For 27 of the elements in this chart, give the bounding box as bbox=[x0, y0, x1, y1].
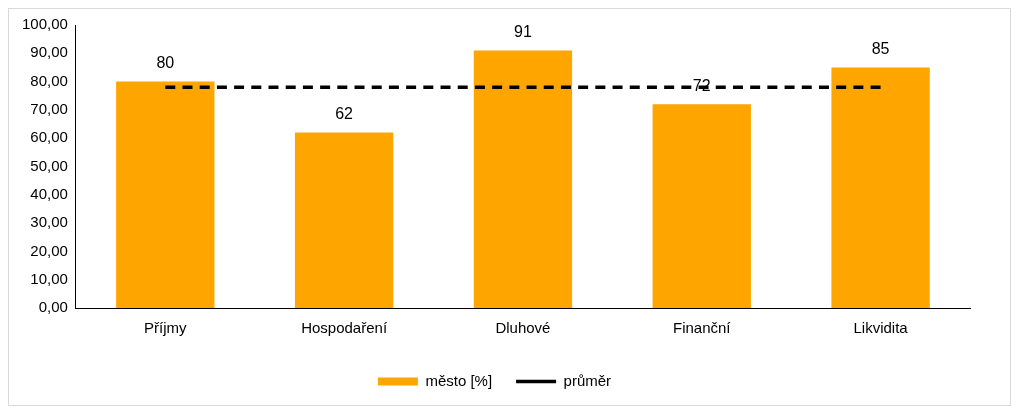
y-tick-label: 80,00 bbox=[30, 71, 68, 89]
data-label: 80 bbox=[156, 54, 175, 72]
legend-label: průměr bbox=[563, 371, 612, 389]
legend-label: město [%] bbox=[425, 371, 493, 389]
y-tick-label: 100,00 bbox=[21, 15, 68, 33]
y-tick-label: 10,00 bbox=[30, 269, 68, 287]
y-tick-label: 20,00 bbox=[30, 241, 68, 259]
x-tick-label: Hospodaření bbox=[301, 319, 388, 337]
y-tick-label: 50,00 bbox=[30, 156, 68, 174]
x-tick-label: Příjmy bbox=[144, 319, 188, 337]
data-label: 91 bbox=[514, 22, 532, 40]
data-label: 85 bbox=[871, 39, 890, 57]
x-tick-label: Likvidita bbox=[853, 319, 909, 337]
bar bbox=[831, 67, 930, 308]
y-tick-label: 30,00 bbox=[30, 213, 68, 231]
x-tick-label: Dluhové bbox=[495, 319, 551, 337]
bar bbox=[473, 50, 573, 308]
y-tick-label: 0,00 bbox=[38, 298, 68, 316]
y-tick-label: 70,00 bbox=[30, 100, 68, 118]
bar bbox=[116, 81, 215, 308]
x-tick-label: Finanční bbox=[672, 319, 732, 337]
y-tick-label: 90,00 bbox=[30, 43, 68, 61]
bar bbox=[652, 104, 751, 308]
y-tick-label: 40,00 bbox=[30, 184, 68, 202]
y-tick-label: 60,00 bbox=[30, 128, 68, 146]
data-label: 62 bbox=[335, 104, 354, 122]
bar bbox=[294, 132, 394, 308]
